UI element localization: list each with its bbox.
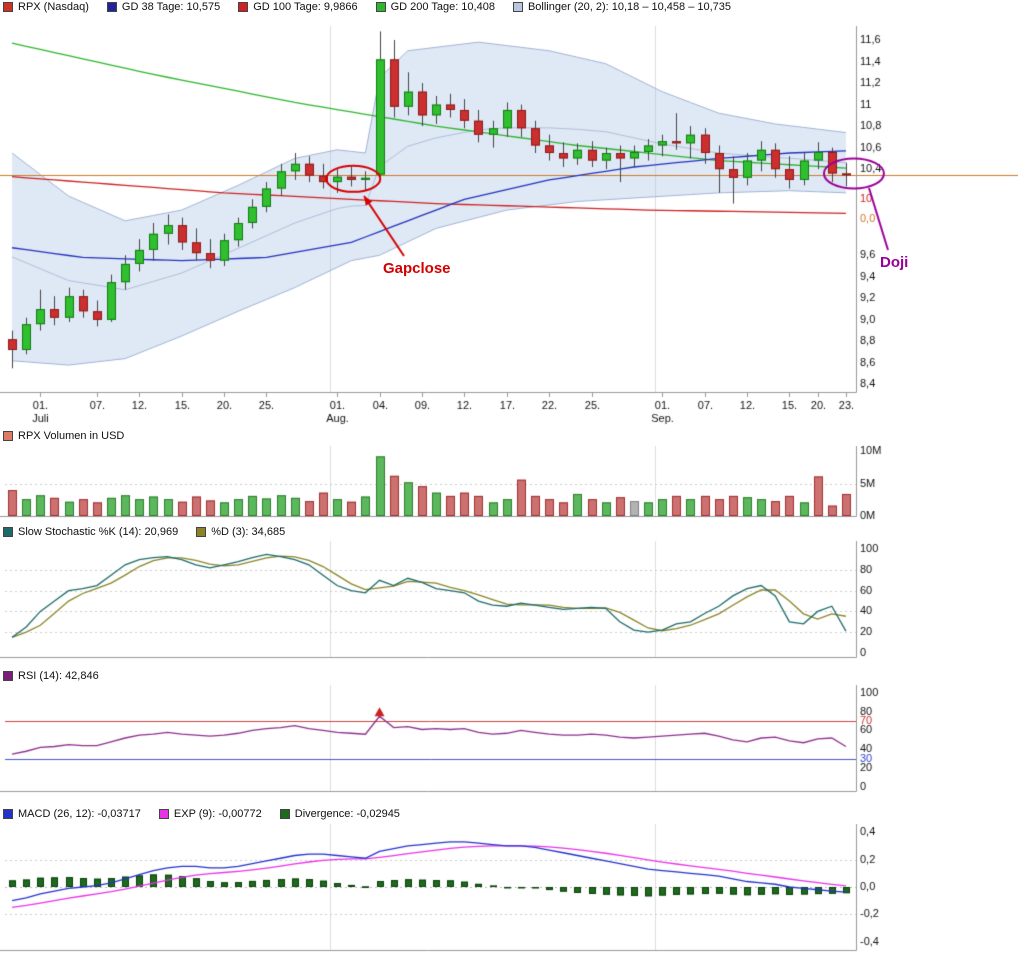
macd-panel-legend: MACD (26, 12): -0,03717 EXP (9): -0,0077…	[3, 808, 400, 820]
legend-item-stoch-k: Slow Stochastic %K (14): 20,969	[3, 526, 178, 538]
legend-label: Slow Stochastic %K (14): 20,969	[18, 526, 179, 538]
legend-item-rpx: RPX (Nasdaq)	[3, 1, 89, 13]
legend-label: RPX Volumen in USD	[18, 430, 125, 442]
legend-label: GD 200 Tage: 10,408	[390, 1, 495, 13]
doji-annotation-label: Doji	[880, 254, 909, 271]
legend-item-gd38: GD 38 Tage: 10,575	[106, 1, 221, 13]
series-swatch-icon	[3, 2, 13, 12]
legend-item-rsi: RSI (14): 42,846	[3, 670, 99, 682]
legend-label: %D (3): 34,685	[211, 526, 286, 538]
series-swatch-icon	[3, 527, 13, 537]
series-swatch-icon	[512, 2, 523, 12]
legend-item-gd200: GD 200 Tage: 10,408	[375, 1, 495, 13]
legend-item-volume: RPX Volumen in USD	[3, 430, 124, 442]
gapclose-annotation-label: Gapclose	[383, 260, 451, 277]
legend-label: GD 100 Tage: 9,9866	[253, 1, 358, 13]
legend-label: Bollinger (20, 2): 10,18 – 10,458 – 10,7…	[527, 1, 732, 13]
series-swatch-icon	[238, 2, 249, 12]
legend-item-bollinger: Bollinger (20, 2): 10,18 – 10,458 – 10,7…	[512, 1, 732, 13]
stochastic-panel-legend: Slow Stochastic %K (14): 20,969 %D (3): …	[3, 526, 285, 538]
legend-item-stoch-d: %D (3): 34,685	[196, 526, 285, 538]
legend-item-exp: EXP (9): -0,00772	[158, 808, 262, 820]
series-swatch-icon	[3, 809, 13, 819]
legend-label: Divergence: -0,02945	[294, 808, 400, 820]
legend-label: RPX (Nasdaq)	[18, 1, 89, 13]
series-swatch-icon	[279, 809, 290, 819]
series-swatch-icon	[158, 809, 169, 819]
series-swatch-icon	[196, 527, 207, 537]
legend-label: EXP (9): -0,00772	[173, 808, 262, 820]
series-swatch-icon	[106, 2, 117, 12]
price-panel-legend: RPX (Nasdaq) GD 38 Tage: 10,575 GD 100 T…	[3, 1, 731, 13]
legend-item-divergence: Divergence: -0,02945	[279, 808, 400, 820]
legend-item-macd: MACD (26, 12): -0,03717	[3, 808, 141, 820]
legend-label: MACD (26, 12): -0,03717	[18, 808, 141, 820]
legend-item-gd100: GD 100 Tage: 9,9866	[238, 1, 358, 13]
series-swatch-icon	[375, 2, 386, 12]
legend-label: GD 38 Tage: 10,575	[121, 1, 221, 13]
series-swatch-icon	[3, 671, 13, 681]
series-swatch-icon	[3, 431, 13, 441]
volume-panel-legend: RPX Volumen in USD	[3, 430, 124, 442]
legend-label: RSI (14): 42,846	[18, 670, 99, 682]
rsi-panel-legend: RSI (14): 42,846	[3, 670, 99, 682]
